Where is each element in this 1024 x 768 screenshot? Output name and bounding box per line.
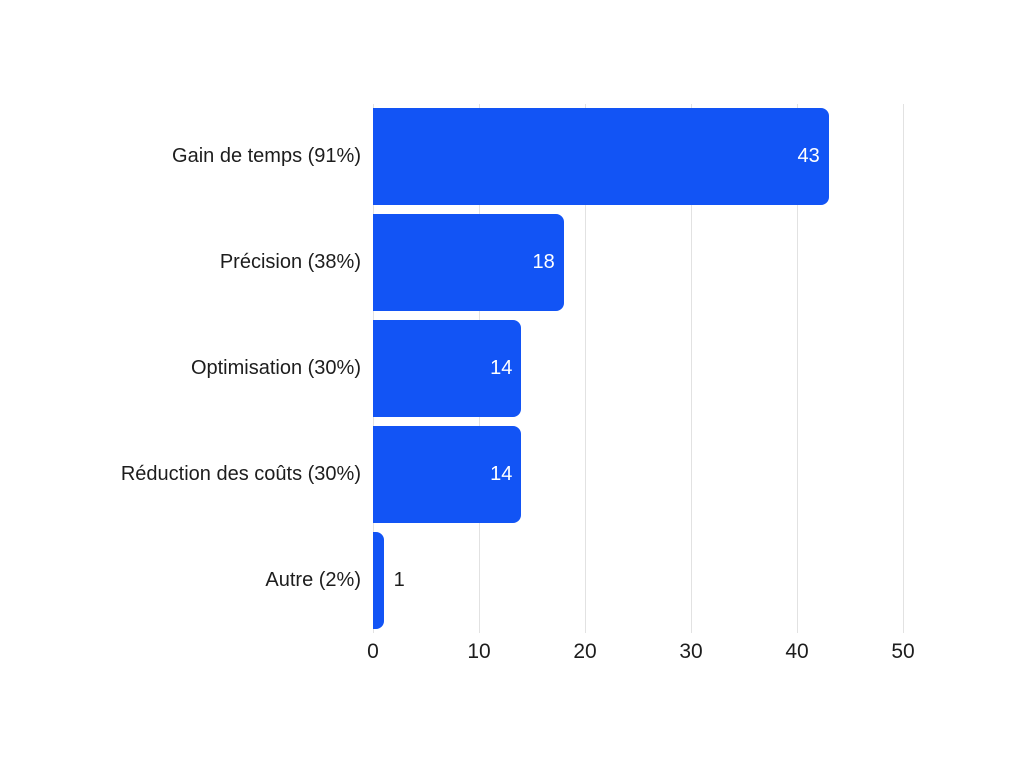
x-tick-label: 40 bbox=[785, 640, 809, 663]
bar: 43 bbox=[373, 108, 829, 206]
bar-row: 1 bbox=[373, 527, 903, 633]
x-tick-label: 50 bbox=[891, 640, 915, 663]
x-axis: 0 10 20 30 40 50 bbox=[367, 640, 915, 670]
plot-area: 43 18 14 14 1 bbox=[372, 104, 904, 633]
x-tick-label: 30 bbox=[679, 640, 703, 663]
category-labels: Gain de temps (91%) Précision (38%) Optimi… bbox=[0, 104, 361, 633]
bar: 14 bbox=[373, 319, 522, 417]
bar-row: 18 bbox=[373, 210, 903, 316]
bar: 14 bbox=[373, 425, 522, 523]
gridline bbox=[796, 104, 798, 633]
category-label: Gain de temps (91%) bbox=[172, 145, 361, 168]
bar-row: 14 bbox=[373, 316, 903, 422]
category-label: Optimisation (30%) bbox=[190, 356, 361, 379]
x-tick-label: 0 bbox=[367, 640, 379, 663]
bar-value-label: 14 bbox=[490, 462, 513, 485]
category-label: Autre (2%) bbox=[265, 568, 361, 591]
bar: 1 bbox=[373, 531, 405, 629]
x-tick-label: 20 bbox=[573, 640, 597, 663]
gridline bbox=[690, 104, 692, 633]
bar: 18 bbox=[373, 214, 564, 312]
category-label: Réduction des coûts (30%) bbox=[120, 462, 361, 485]
bar-row: 43 bbox=[373, 104, 903, 210]
bar-value-label: 43 bbox=[797, 145, 820, 168]
x-tick-label: 10 bbox=[467, 640, 491, 663]
bar-value-label: 1 bbox=[393, 568, 405, 591]
gridline bbox=[584, 104, 586, 633]
bar-row: 14 bbox=[373, 421, 903, 527]
bar-value-label: 18 bbox=[532, 251, 555, 274]
bar-value-label: 14 bbox=[490, 356, 513, 379]
gridline bbox=[902, 104, 904, 633]
category-label: Précision (38%) bbox=[219, 251, 361, 274]
bar-rows: 43 18 14 14 1 bbox=[373, 104, 903, 633]
